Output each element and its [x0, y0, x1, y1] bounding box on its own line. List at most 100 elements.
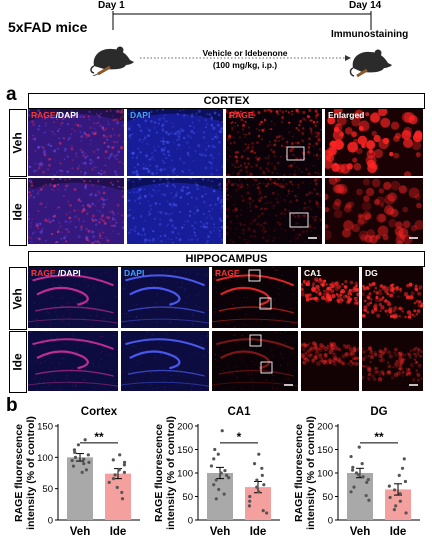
data-point — [219, 471, 223, 475]
mouse-icon — [90, 46, 134, 76]
micrograph-texture — [325, 109, 423, 176]
mouse-model-label: 5xFAD mice — [8, 19, 88, 35]
x-tick-label: Veh — [70, 526, 90, 538]
data-point — [214, 497, 218, 501]
y-tick-label: 50 — [182, 492, 193, 503]
micrograph-texture — [28, 178, 124, 244]
data-point — [351, 465, 355, 469]
data-point — [349, 454, 353, 459]
micrograph-hippo-ide-dapi — [121, 331, 209, 391]
data-point — [255, 485, 259, 489]
significance-marker: ** — [94, 430, 104, 444]
micrograph-texture — [121, 267, 209, 328]
y-tick-label: 200 — [317, 422, 333, 433]
data-point — [212, 483, 216, 487]
data-point — [80, 470, 84, 474]
data-point — [262, 483, 266, 487]
x-tick-label: Ide — [390, 526, 407, 538]
data-point — [350, 468, 355, 472]
timeline-line — [112, 11, 372, 61]
caption-rest: /DAPI — [55, 268, 81, 278]
data-point — [392, 508, 396, 512]
y-axis-label-line-1: RAGE fluorescence — [13, 424, 25, 522]
data-point — [72, 448, 77, 452]
data-point — [82, 462, 86, 466]
y-axis-label-line-2: intensity (% of control) — [165, 416, 177, 530]
y-tick-label: 150 — [37, 422, 53, 433]
endpoint-label: Immunostaining — [331, 29, 409, 40]
panel-caption: RAGE — [229, 110, 254, 120]
data-point — [392, 488, 397, 492]
panel-caption: DAPI — [130, 110, 151, 120]
data-point — [84, 468, 88, 472]
panel-caption: Enlarged — [328, 110, 365, 120]
data-point — [255, 478, 259, 482]
micrograph-texture — [362, 331, 423, 391]
micrograph-texture — [226, 178, 322, 244]
data-point — [257, 490, 261, 494]
micrograph-cortex-ide-enlarged — [325, 178, 423, 244]
hippocampus-title: HIPPOCAMPUS — [28, 251, 425, 267]
data-point — [122, 463, 127, 467]
y-tick-label: 100 — [37, 453, 53, 464]
data-point — [86, 453, 90, 457]
panel-a-label: a — [6, 84, 17, 105]
y-tick-label: 50 — [42, 484, 53, 495]
significance-marker: * — [237, 430, 242, 444]
micrograph-cortex-veh-enlarged: Enlarged — [325, 109, 423, 176]
data-point — [111, 458, 115, 462]
data-point — [398, 499, 402, 503]
data-point — [260, 466, 264, 470]
data-point — [261, 509, 265, 513]
data-point — [404, 511, 408, 515]
micrograph-hippo-ide-merge — [28, 331, 118, 391]
row-label-text: Veh — [11, 132, 26, 154]
data-point — [225, 473, 229, 477]
x-tick-label: Veh — [210, 526, 230, 538]
y-tick-label: 0 — [328, 516, 333, 527]
data-point — [365, 480, 369, 484]
data-point — [364, 493, 368, 498]
data-point — [216, 452, 220, 456]
data-point — [354, 471, 359, 475]
micrograph-texture — [28, 331, 118, 391]
x-tick-label: Ide — [110, 526, 127, 538]
micrograph-texture — [127, 178, 223, 244]
micrograph-cortex-ide-merge — [28, 178, 124, 244]
micrograph-hippo-veh-rage: RAGE — [212, 267, 298, 328]
y-axis-label-line-1: RAGE fluorescence — [293, 424, 305, 522]
micrograph-hippo-ide-ca1 — [301, 331, 359, 391]
micrograph-hippo-ide-rage — [212, 331, 298, 391]
data-point — [71, 464, 76, 468]
data-point — [352, 485, 356, 489]
day-start-label: Day 1 — [98, 0, 125, 11]
data-point — [357, 445, 361, 449]
cortex-title: CORTEX — [28, 93, 425, 109]
data-point — [398, 492, 402, 496]
cortex-row-ide: Ide — [9, 178, 27, 246]
y-tick-label: 100 — [177, 469, 193, 480]
hippocampus-row-ide: Ide — [9, 331, 27, 393]
micrograph-hippo-veh-merge: RAGE /DAPI — [28, 267, 118, 328]
data-point — [111, 477, 116, 481]
micrograph-hippo-veh-ca1: CA1 — [301, 267, 359, 328]
micrograph-texture — [325, 178, 423, 244]
data-point — [248, 494, 252, 499]
panel-caption: DAPI — [124, 268, 145, 278]
micrograph-hippo-ide-dg — [362, 331, 423, 391]
data-point — [357, 473, 361, 477]
data-point — [87, 460, 91, 464]
data-point — [70, 458, 74, 463]
panel-caption: RAGE/DAPI — [31, 110, 78, 120]
mouse-icon — [349, 49, 392, 78]
micrograph-texture — [362, 267, 423, 328]
data-point — [248, 499, 252, 503]
data-point — [366, 477, 370, 482]
bar-veh — [207, 473, 233, 520]
caption-red: RAGE — [31, 268, 56, 278]
data-point — [73, 455, 78, 459]
data-point — [122, 470, 127, 474]
y-tick-label: 150 — [177, 445, 193, 456]
micrograph-hippo-veh-dapi: DAPI — [121, 267, 209, 328]
row-label-text: Ide — [11, 203, 25, 221]
